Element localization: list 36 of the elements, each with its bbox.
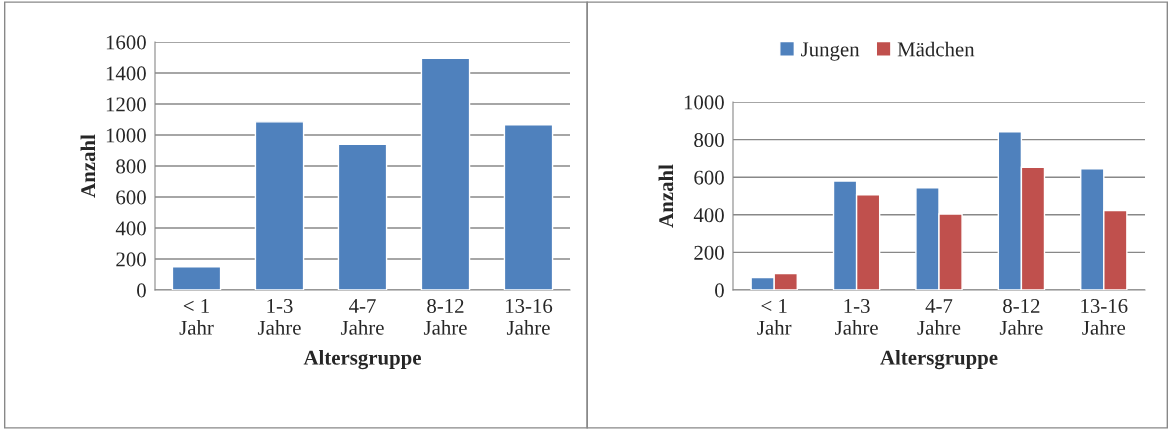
legend-label: Jungen (801, 42, 860, 61)
y-tick-label: 0 (715, 283, 724, 298)
x-tick-label: < 1 Jahr (757, 299, 792, 335)
x-tick-label: 13-16 Jahre (1081, 298, 1128, 335)
y-tick-label: 600 (116, 190, 146, 205)
x-tick-label: 8-12 Jahre (423, 298, 467, 335)
y-tick-label: 1200 (106, 97, 146, 112)
x-tick-label: 13-16 Jahre (506, 298, 553, 335)
legend-label: Mädchen (897, 41, 975, 57)
y-tick-label: 1400 (106, 66, 146, 81)
bar (337, 143, 388, 290)
y-tick-label: 800 (116, 159, 146, 174)
y-tick-label: 400 (693, 208, 724, 223)
y-axis-title: Anzahl (80, 134, 96, 198)
y-axis-title: Anzahl (658, 164, 674, 228)
y-tick-label: 1600 (106, 35, 146, 50)
y-tick-label: 400 (115, 221, 146, 236)
bar (420, 57, 471, 290)
y-tick-label: 0 (137, 283, 146, 298)
x-tick-label: 1-3 Jahre (835, 298, 878, 335)
x-tick-label: 4-7 Jahre (340, 299, 384, 335)
x-tick-label: 8-12 Jahre (999, 298, 1043, 335)
y-tick-label: 200 (116, 252, 146, 267)
y-tick-label: 800 (694, 132, 724, 148)
bar (503, 124, 554, 290)
y-tick-label: 1000 (684, 95, 724, 110)
x-axis-title: Altersgruppe (303, 350, 421, 370)
y-tick-label: 1000 (106, 128, 146, 143)
bar (171, 266, 222, 290)
x-tick-label: < 1 Jahr (179, 299, 214, 335)
x-tick-label: 4-7 Jahre (917, 299, 961, 335)
y-tick-label: 600 (694, 170, 724, 185)
x-tick-label: 1-3 Jahre (257, 298, 301, 335)
x-axis-title: Altersgruppe (880, 350, 998, 370)
bar (254, 121, 305, 290)
y-tick-label: 200 (694, 245, 724, 260)
